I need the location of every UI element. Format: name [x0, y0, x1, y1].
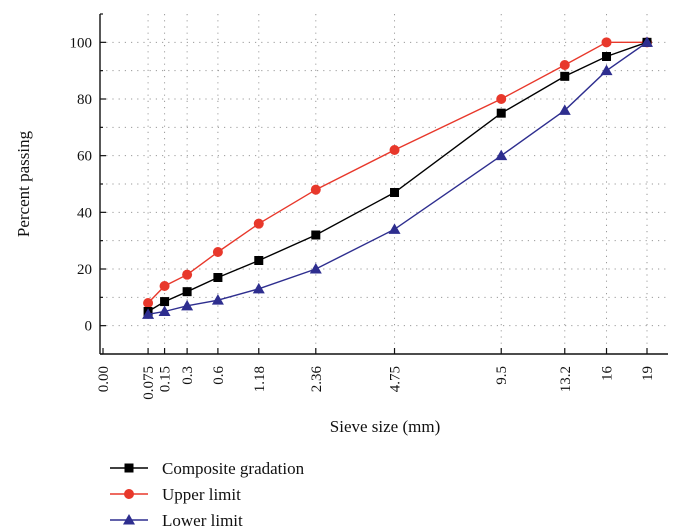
data-point-triangle	[158, 305, 171, 316]
data-point-triangle	[309, 263, 322, 274]
data-point-square	[124, 463, 134, 473]
data-point-circle	[159, 281, 170, 291]
data-point-square	[311, 230, 321, 240]
axes	[99, 14, 668, 355]
data-point-square	[160, 297, 170, 307]
x-tick-label: 0.00	[96, 366, 112, 392]
x-tick-label: 0.6	[211, 366, 227, 385]
x-tick-label: 2.36	[309, 366, 325, 393]
data-point-circle	[496, 94, 507, 104]
data-point-square	[560, 71, 570, 81]
data-point-triangle	[123, 514, 135, 525]
y-tick-label: 20	[77, 262, 92, 278]
data-point-triangle	[641, 36, 653, 47]
legend: Composite gradation Upper limit Lower limi…	[110, 459, 305, 529]
data-point-circle	[182, 269, 193, 280]
x-tick-label: 19	[640, 366, 656, 381]
grid	[100, 14, 668, 354]
series-layer	[142, 36, 653, 319]
legend-item-lower-limit: Lower limit	[110, 511, 243, 529]
legend-item-upper-limit: Upper limit	[110, 485, 241, 504]
series-line	[147, 41, 647, 304]
legend-label: Lower limit	[162, 511, 243, 529]
data-point-circle	[601, 37, 612, 48]
data-point-triangle	[495, 149, 508, 161]
x-tick-label: 0.075	[141, 366, 157, 400]
series-upper-limit	[143, 37, 652, 308]
x-tick-label: 1.18	[252, 366, 268, 392]
data-point-circle	[143, 298, 154, 308]
series-line	[147, 41, 648, 315]
data-point-triangle	[558, 104, 571, 115]
series-line	[147, 41, 648, 313]
x-tick-label: 13.2	[558, 366, 574, 392]
data-point-square	[496, 108, 506, 118]
series-lower-limit	[142, 36, 653, 319]
series-composite-gradation	[143, 37, 652, 316]
y-tick-label: 80	[77, 92, 92, 108]
y-tick-label: 40	[77, 205, 92, 221]
data-point-triangle	[600, 64, 613, 76]
legend-label: Upper limit	[162, 485, 241, 504]
x-ticks: 0.00 0.075 0.15 0.3 0.6 1.18 2.36 4.75 9.5 13.2 16…	[96, 348, 656, 400]
data-point-circle	[253, 218, 264, 229]
data-point-square	[602, 52, 612, 61]
x-tick-label: 9.5	[494, 366, 510, 385]
x-tick-label: 4.75	[388, 366, 404, 392]
data-point-square	[213, 273, 223, 282]
x-axis-title: Sieve size (mm)	[330, 417, 440, 436]
data-point-triangle	[388, 223, 401, 234]
data-point-square	[390, 188, 400, 197]
data-point-square	[254, 256, 264, 265]
y-ticks: 0 20 40 60 80 100	[70, 13, 106, 355]
legend-item-composite-gradation: Composite gradation	[110, 459, 305, 478]
data-point-triangle	[181, 299, 194, 311]
legend-label: Composite gradation	[162, 459, 305, 478]
data-point-circle	[212, 247, 223, 257]
data-point-circle	[124, 489, 134, 499]
data-point-triangle	[211, 294, 224, 305]
y-tick-label: 100	[70, 35, 93, 51]
x-tick-label: 16	[600, 366, 616, 382]
x-tick-label: 0.15	[158, 366, 174, 392]
y-tick-label: 0	[85, 319, 93, 335]
data-point-square	[182, 287, 192, 297]
data-point-triangle	[142, 308, 155, 319]
data-point-circle	[389, 145, 400, 155]
x-tick-label: 0.3	[180, 366, 196, 385]
y-tick-label: 60	[77, 149, 92, 165]
y-axis-title: Percent passing	[14, 130, 33, 237]
data-point-circle	[559, 60, 570, 70]
data-point-circle	[310, 184, 321, 195]
data-point-triangle	[252, 282, 265, 294]
